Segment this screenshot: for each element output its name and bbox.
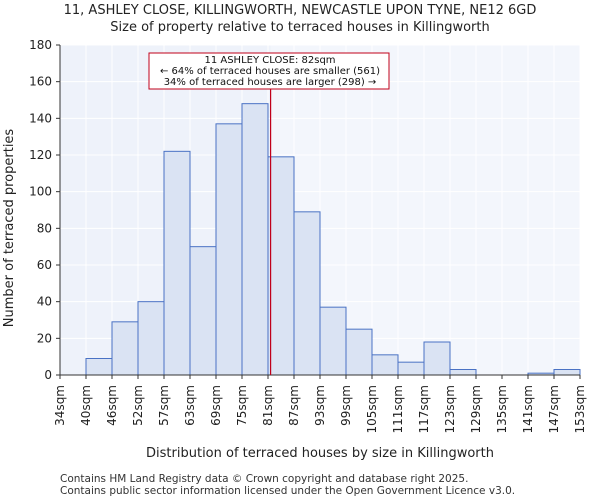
y-axis: 0 20 40 60 80 100 120 140 160 180 [29,38,61,382]
y-tick-label: 40 [37,295,52,309]
y-tick-label: 180 [29,38,52,52]
bar-40sqm [85,358,113,376]
x-tick-label: 52sqm [131,385,145,426]
bar-69sqm [215,123,243,376]
bar-81sqm [267,156,295,376]
x-tick-label: 34sqm [53,385,67,426]
y-axis-label: Number of terraced properties [2,129,17,328]
x-tick-label: 135sqm [495,385,509,433]
histogram-chart: 11, ASHLEY CLOSE, KILLINGWORTH, NEWCASTL… [2,3,587,461]
footer-line-1: Contains HM Land Registry data © Crown c… [60,473,469,485]
x-tick-label: 105sqm [365,385,379,433]
bar-75sqm [241,103,269,376]
y-tick-label: 160 [29,75,52,89]
annotation-box: 11 ASHLEY CLOSE: 82sqm ← 64% of terraced… [148,52,390,90]
chart-subtitle: Size of property relative to terraced ho… [110,20,490,35]
x-tick-label: 40sqm [79,385,93,426]
y-tick-label: 20 [37,331,52,345]
annotation-line-1: 11 ASHLEY CLOSE: 82sqm [204,55,335,66]
x-tick-label: 46sqm [105,385,119,426]
bar-46sqm [111,321,139,376]
x-tick-label: 99sqm [339,385,353,426]
bar-52sqm [137,301,165,376]
x-tick-label: 141sqm [521,385,535,433]
footer-line-2: Contains public sector information licen… [60,485,516,497]
x-tick-label: 117sqm [417,385,431,433]
x-tick-label: 69sqm [209,385,223,426]
bar-111sqm [397,361,425,376]
bar-117sqm [423,341,451,376]
x-tick-label: 147sqm [547,385,561,433]
bars-group [85,103,581,376]
annotation-line-2: ← 64% of terraced houses are smaller (56… [160,66,380,77]
y-tick-label: 60 [37,258,52,272]
x-tick-label: 81sqm [261,385,275,426]
bar-147sqm [553,369,581,376]
bar-123sqm [449,369,477,376]
y-tick-label: 80 [37,221,52,235]
x-axis-label: Distribution of terraced houses by size … [146,446,494,461]
y-tick-label: 140 [29,111,52,125]
bar-87sqm [293,211,321,376]
x-tick-label: 57sqm [157,385,171,426]
x-tick-label: 153sqm [573,385,587,433]
x-tick-label: 93sqm [313,385,327,426]
y-tick-label: 0 [44,368,52,382]
x-tick-label: 63sqm [183,385,197,426]
bar-57sqm [163,150,191,376]
annotation-line-3: 34% of terraced houses are larger (298) … [164,77,377,88]
y-tick-label: 100 [29,185,52,199]
x-tick-label: 111sqm [391,385,405,433]
x-tick-label: 75sqm [235,385,249,426]
x-axis: 34sqm 40sqm 46sqm 52sqm 57sqm 63sqm 69sqm 75sqm… [53,374,587,433]
bar-93sqm [319,306,347,376]
x-tick-label: 87sqm [287,385,301,426]
x-tick-label: 129sqm [469,385,483,433]
chart-title: 11, ASHLEY CLOSE, KILLINGWORTH, NEWCASTL… [64,3,537,18]
bar-99sqm [345,328,373,376]
y-tick-label: 120 [29,148,52,162]
x-tick-label: 123sqm [443,385,457,433]
bar-105sqm [371,354,399,376]
annotation-border [148,52,390,90]
bar-63sqm [189,246,217,376]
